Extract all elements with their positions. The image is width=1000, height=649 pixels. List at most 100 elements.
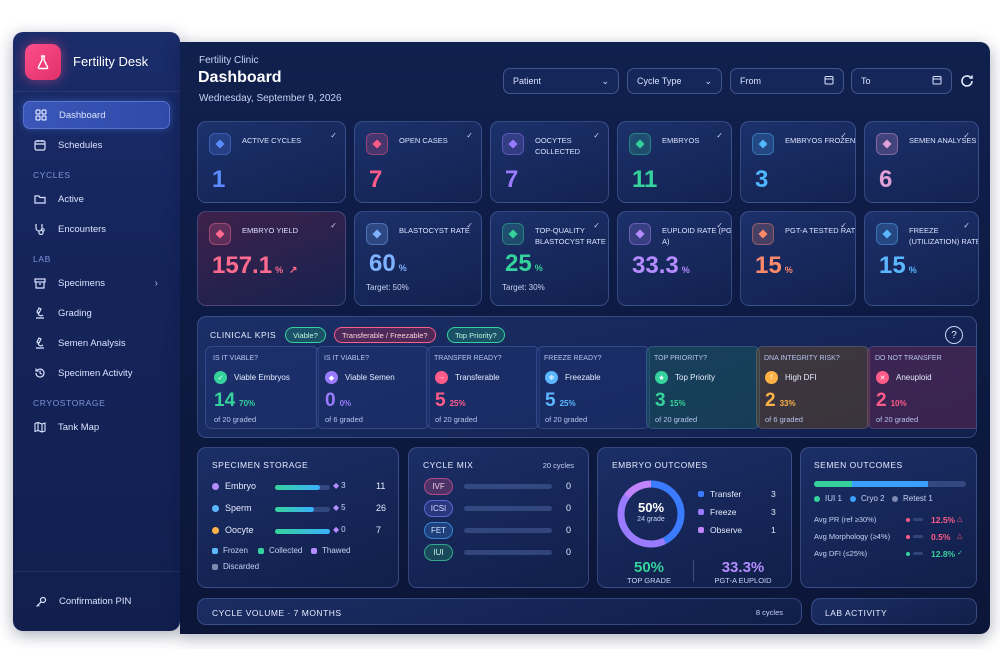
folder-icon: [33, 192, 47, 206]
clinical-name: Aneuploid: [896, 373, 932, 382]
flask-icon: [25, 43, 61, 80]
pill-top-priority[interactable]: Top Priority?: [447, 327, 505, 343]
kpi-card-semen-analyses[interactable]: SEMEN ANALYSES ✓ 6: [864, 121, 979, 203]
clinical-card-viable-embryos[interactable]: IS IT VIABLE? ✓ Viable Embryos 14 70% of 20 g…: [205, 346, 319, 429]
sidebar-item-encounters[interactable]: Encounters: [23, 215, 170, 243]
diamond-icon: [366, 133, 388, 155]
sidebar-item-grading[interactable]: Grading: [23, 299, 170, 327]
sidebar-item-dashboard[interactable]: Dashboard: [23, 101, 170, 129]
sidebar-item-tank-map[interactable]: Tank Map: [23, 413, 170, 441]
clinical-card-top-priority[interactable]: TOP PRIORITY? ★ Top Priority 3 15% of 20 grad…: [646, 346, 760, 429]
to-date-input[interactable]: To: [851, 68, 952, 94]
history-icon: [33, 366, 47, 380]
refresh-icon[interactable]: [959, 73, 975, 89]
kpi-card-top-quality-blastocyst-rate[interactable]: TOP-QUALITY BLASTOCYST RATE ✓ 25% Target: 3…: [490, 211, 609, 306]
kpi-label: FREEZE (UTILIZATION) RATE: [909, 226, 979, 246]
kpi-card-blastocyst-rate[interactable]: BLASTOCYST RATE ✓ 60% Target: 50%: [354, 211, 482, 306]
diamond-icon: [209, 133, 231, 155]
check-icon: ✓: [330, 221, 337, 230]
sidebar-item-label: Dashboard: [59, 109, 106, 121]
euploid-label: PGT-A EUPLOID: [714, 576, 772, 585]
cycle-volume-panel[interactable]: CYCLE VOLUME · 7 MONTHS 8 cycles: [197, 598, 802, 625]
sidebar-item-active[interactable]: Active: [23, 185, 170, 213]
kpi-label: TOP-QUALITY BLASTOCYST RATE: [535, 226, 606, 246]
embryo-outcomes-panel: EMBRYO OUTCOMES 50% 24 grade 50% TOP GRA…: [597, 447, 792, 588]
legend-swatch: [698, 509, 704, 515]
pill-transferable-freezable[interactable]: Transferable / Freezable?: [334, 327, 436, 343]
clinical-of: of 20 graded: [214, 415, 257, 424]
clinical-card-freezable[interactable]: FREEZE READY? ❄ Freezable 5 25% of 20 graded: [536, 346, 650, 429]
calendar-icon: [932, 75, 942, 87]
kpi-label: ACTIVE CYCLES: [242, 136, 302, 145]
clinical-of: of 20 graded: [876, 415, 919, 424]
diamond-icon: [502, 133, 524, 155]
euploid-value: 33.3%: [721, 559, 765, 576]
clinical-card-viable-semen[interactable]: IS IT VIABLE? ◆ Viable Semen 0 0% of 6 graded: [316, 346, 430, 429]
kpi-card-freeze-utilization-rate[interactable]: FREEZE (UTILIZATION) RATE ✓ 15%: [864, 211, 979, 306]
clinical-question: FREEZE READY?: [544, 355, 602, 362]
from-date-label: From: [740, 76, 761, 86]
calendar-icon: [33, 138, 47, 152]
cycle-mix-panel: CYCLE MIX 20 cycles IVF 0 ICSI 0 FET 0 IUI 0: [408, 447, 589, 588]
main-panel: Fertility Clinic Dashboard Wednesday, Se…: [180, 42, 990, 634]
sidebar-item-specimens[interactable]: Specimens ›: [23, 269, 170, 297]
storage-bar-fill: [275, 529, 330, 534]
from-date-input[interactable]: From: [730, 68, 844, 94]
kpi-target: Target: 30%: [502, 283, 545, 292]
kpi-card-embryos[interactable]: EMBRYOS ✓ 11: [617, 121, 732, 203]
clinical-of: of 20 graded: [435, 415, 478, 424]
kpi-card-euploid-rate-pgt-a[interactable]: EUPLOID RATE (PGT-A) ✓ 33.3%: [617, 211, 732, 306]
page-title: Dashboard: [198, 69, 282, 86]
patient-select[interactable]: Patient ⌄: [503, 68, 619, 94]
sidebar-item-schedules[interactable]: Schedules: [23, 131, 170, 159]
semen-outcomes-title: SEMEN OUTCOMES: [814, 460, 903, 470]
clinical-card-aneuploid[interactable]: DO NOT TRANSFER ✕ Aneuploid 2 10% of 20 grade…: [867, 346, 976, 429]
help-icon[interactable]: ?: [945, 326, 963, 344]
section-cycles: CYCLES: [33, 170, 71, 180]
semen-metric-value: 12.8%: [931, 549, 956, 559]
kpi-card-open-cases[interactable]: OPEN CASES ✓ 7: [354, 121, 482, 203]
specimen-dot: [212, 505, 219, 512]
check-icon: ✓: [957, 550, 963, 557]
storage-badge-value: 0: [341, 525, 346, 534]
confirmation-pin-button[interactable]: Confirmation PIN: [13, 571, 180, 631]
clinical-percent: 25%: [559, 399, 576, 408]
storage-badge-value: 3: [341, 481, 346, 490]
kpi-card-oocytes-collected[interactable]: OOCYTES COLLECTED ✓ 7: [490, 121, 609, 203]
clinical-percent: 10%: [890, 399, 907, 408]
clinical-question: IS IT VIABLE?: [324, 355, 370, 362]
lab-activity-title: LAB ACTIVITY: [825, 608, 888, 618]
legend-discarded: Discarded: [212, 562, 259, 571]
pill-viable[interactable]: Viable?: [285, 327, 326, 343]
cycle-type-select[interactable]: Cycle Type ⌄: [627, 68, 722, 94]
clinical-question: DNA INTEGRITY RISK?: [764, 355, 840, 362]
metric-bar: [913, 552, 923, 555]
legend-swatch: [698, 491, 704, 497]
kpi-label: EMBRYOS FROZEN: [785, 136, 856, 145]
clinical-percent: 15%: [669, 399, 686, 408]
cycle-mix-bar: [464, 506, 552, 511]
lab-activity-panel[interactable]: LAB ACTIVITY: [811, 598, 977, 625]
clinical-name: Viable Semen: [345, 373, 395, 382]
check-icon: ✓: [840, 131, 847, 140]
clinical-count: 2: [765, 390, 776, 411]
kpi-card-active-cycles[interactable]: ACTIVE CYCLES ✓ 1: [197, 121, 346, 203]
kpi-card-embryo-yield[interactable]: EMBRYO YIELD ✓ 157.1% ↗: [197, 211, 346, 306]
outcome-label: Freeze: [710, 507, 737, 517]
outcome-label: Observe: [710, 525, 743, 535]
storage-bar-fill: [275, 485, 320, 490]
kpi-value-wrap: 33.3%: [632, 252, 690, 280]
clinical-card-transferable[interactable]: TRANSFER READY? → Transferable 5 25% of 20 gr…: [426, 346, 540, 429]
check-icon: ✓: [963, 131, 970, 140]
cycle-mix-value: 0: [566, 547, 572, 557]
kpi-card-pgt-a-tested-rate[interactable]: PGT-A TESTED RATE ✓ 15%: [740, 211, 856, 306]
metric-bar: [913, 518, 923, 521]
clinical-name: Viable Embryos: [234, 373, 290, 382]
clinical-count: 2: [876, 390, 887, 411]
kpi-card-embryos-frozen[interactable]: EMBRYOS FROZEN ✓ 3: [740, 121, 856, 203]
sidebar-item-specimen-activity[interactable]: Specimen Activity: [23, 359, 170, 387]
clinical-percent: 33%: [779, 399, 796, 408]
status-icon: ★: [655, 371, 668, 384]
sidebar-item-semen-analysis[interactable]: Semen Analysis: [23, 329, 170, 357]
clinical-card-high-dfi[interactable]: DNA INTEGRITY RISK?! High DFI 2 33% of 6 gra…: [756, 346, 870, 429]
